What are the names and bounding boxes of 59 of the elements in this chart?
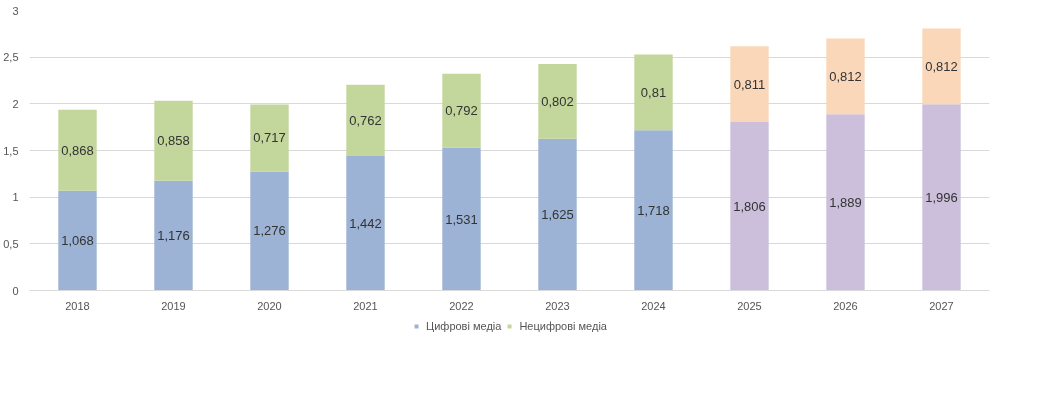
x-tick-label: 2022 [449,299,474,312]
y-tick-label: 1 [12,191,19,204]
data-label: 0,792 [445,103,478,119]
data-label: 0,811 [733,76,766,92]
x-tick-label: 2021 [353,299,378,312]
data-label: 0,717 [253,130,286,146]
x-tick-label: 2027 [929,299,954,312]
y-tick-label: 2 [12,97,19,110]
x-tick-label: 2018 [65,299,90,312]
data-label: 1,996 [925,189,958,205]
y-tick-label: 2,5 [3,51,19,64]
data-label: 0,812 [925,58,958,74]
bar [826,114,865,291]
y-tick-label: 3 [12,4,19,17]
y-tick-label: 0,5 [3,237,19,250]
x-tick-label: 2020 [257,299,282,312]
bar [442,73,481,148]
bar [634,54,673,131]
data-label: 0,802 [541,93,574,109]
bar [442,147,481,291]
data-label: 1,176 [157,228,190,244]
x-tick-label: 2025 [737,299,762,312]
data-label: 1,625 [541,207,574,223]
bar [154,100,193,181]
bar [346,155,385,291]
data-label: 1,806 [733,198,766,214]
x-tick-label: 2024 [641,299,666,312]
bar [250,104,289,172]
bar [922,104,961,291]
x-tick-label: 2026 [833,299,858,312]
bar [58,109,97,191]
legend-label: Цифрові медіа [426,320,502,332]
data-label: 1,889 [829,194,862,210]
bar [730,121,769,291]
bar [922,28,961,105]
bar [346,84,385,156]
legend-label: Нецифрові медіа [519,320,607,332]
x-tick-label: 2023 [545,299,570,312]
data-label: 0,868 [61,142,94,158]
y-tick-label: 1,5 [3,144,19,157]
bar [826,38,865,115]
bar [538,63,577,139]
data-label: 0,858 [157,133,190,149]
y-tick-label: 0 [12,284,19,297]
data-label: 1,718 [637,202,670,218]
bar [154,180,193,291]
x-tick-label: 2019 [161,299,186,312]
data-label: 1,531 [445,211,478,227]
data-label: 1,442 [349,215,382,231]
data-label: 1,276 [253,223,286,239]
data-label: 0,762 [349,112,382,128]
bar [730,46,769,122]
data-label: 1,068 [61,233,94,249]
bar [250,171,289,291]
data-label: 0,81 [640,84,667,100]
data-label: 0,812 [829,68,862,84]
bar [538,138,577,291]
bar [634,130,673,291]
bar [58,190,97,291]
